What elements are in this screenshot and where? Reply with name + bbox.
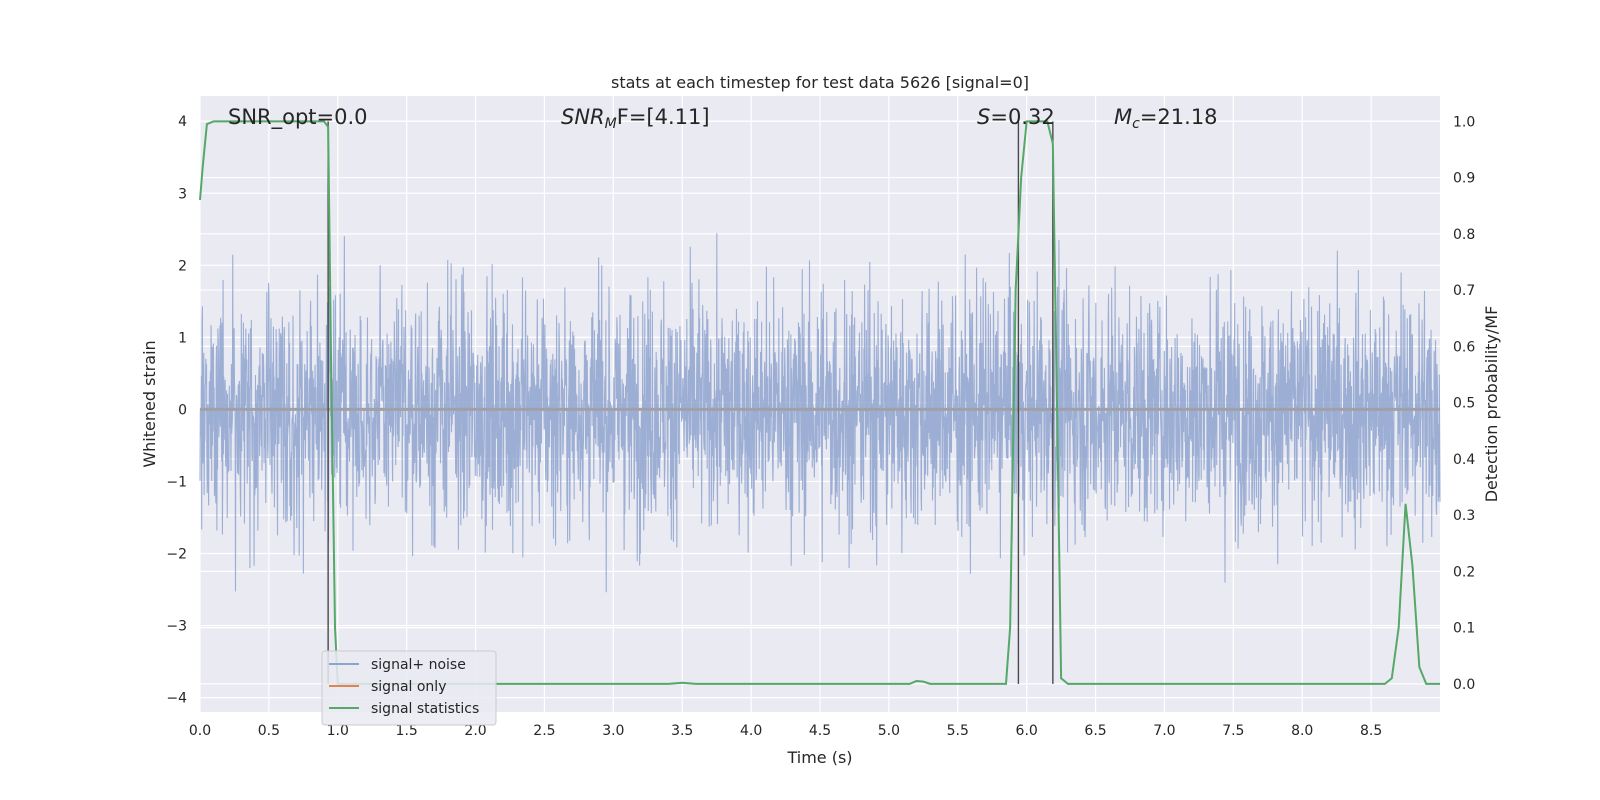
y-tick-label-3: 1	[178, 330, 187, 346]
x-tick-label-14: 7.0	[1153, 723, 1175, 739]
legend-label-signal-only: signal only	[371, 679, 446, 695]
x-tick-label-17: 8.5	[1360, 723, 1382, 739]
x-tick-label-5: 2.5	[533, 723, 555, 739]
x-axis-ticks: 0.0 0.5 1.0 1.5 2.0 2.5 3.0 3.5 4.0 4.5 5.0 5.5 6.0 6…	[189, 723, 1382, 739]
x-tick-label-7: 3.5	[671, 723, 693, 739]
annotation-snr-opt: SNR_opt=0.0	[228, 105, 368, 130]
legend-label-statistics: signal statistics	[371, 701, 479, 717]
y2-tick-label-6: 0.4	[1453, 452, 1475, 468]
x-axis-label: Time (s)	[786, 748, 852, 767]
y2-axis-label: Detection probability/MF	[1482, 306, 1501, 503]
annotation-snr-mf: SNRMF=[4.11]	[561, 105, 710, 132]
y2-axis-ticks: 1.0 0.9 0.8 0.7 0.6 0.5 0.4 0.3 0.2 0.1 0.0	[1453, 114, 1475, 693]
y-tick-label-6: −2	[166, 546, 187, 562]
y-tick-label-4: 0	[178, 402, 187, 418]
x-tick-label-8: 4.0	[740, 723, 762, 739]
x-tick-label-1: 0.5	[258, 723, 280, 739]
x-tick-label-10: 5.0	[878, 723, 900, 739]
y2-tick-label-8: 0.2	[1453, 564, 1475, 580]
x-tick-label-4: 2.0	[464, 723, 486, 739]
x-tick-label-0: 0.0	[189, 723, 211, 739]
y-tick-label-7: −3	[166, 619, 187, 635]
x-tick-label-12: 6.0	[1016, 723, 1038, 739]
y-axis-label: Whitened strain	[140, 340, 159, 467]
y2-tick-label-9: 0.1	[1453, 621, 1475, 637]
x-tick-label-11: 5.5	[947, 723, 969, 739]
y2-tick-label-10: 0.0	[1453, 677, 1475, 693]
chart-title: stats at each timestep for test data 562…	[611, 73, 1029, 92]
x-tick-label-3: 1.5	[396, 723, 418, 739]
y2-tick-label-7: 0.3	[1453, 508, 1475, 524]
legend: signal+ noise signal only signal statist…	[321, 650, 497, 726]
y2-tick-label-1: 0.9	[1453, 171, 1475, 187]
annotation-mc: Mc=21.18	[1114, 105, 1218, 132]
y2-tick-label-4: 0.6	[1453, 339, 1475, 355]
y2-tick-label-3: 0.7	[1453, 283, 1475, 299]
signal-noise-line	[199, 233, 1441, 593]
signal-statistics-series	[199, 120, 1440, 685]
y-tick-label-1: 3	[178, 186, 187, 202]
y2-tick-label-0: 1.0	[1453, 114, 1475, 130]
x-tick-label-2: 1.0	[327, 723, 349, 739]
x-tick-label-13: 6.5	[1084, 723, 1106, 739]
legend-label-noise: signal+ noise	[371, 657, 466, 673]
x-tick-label-15: 7.5	[1222, 723, 1244, 739]
x-tick-label-9: 4.5	[809, 723, 831, 739]
y-tick-label-8: −4	[166, 691, 187, 707]
x-tick-label-6: 3.0	[602, 723, 624, 739]
signal-statistics-line	[199, 120, 1440, 685]
y-tick-label-5: −1	[166, 474, 187, 490]
y2-tick-label-5: 0.5	[1453, 396, 1475, 412]
legend-box	[321, 650, 497, 726]
signal-noise-series	[199, 233, 1441, 593]
y-tick-label-0: 4	[178, 114, 187, 130]
annotation-s: S=0.32	[977, 105, 1055, 129]
y-tick-label-2: 2	[178, 258, 187, 274]
y2-tick-label-2: 0.8	[1453, 227, 1475, 243]
y-axis-ticks: 4 3 2 1 0 −1 −2 −3 −4	[166, 114, 187, 706]
x-tick-label-16: 8.0	[1291, 723, 1313, 739]
